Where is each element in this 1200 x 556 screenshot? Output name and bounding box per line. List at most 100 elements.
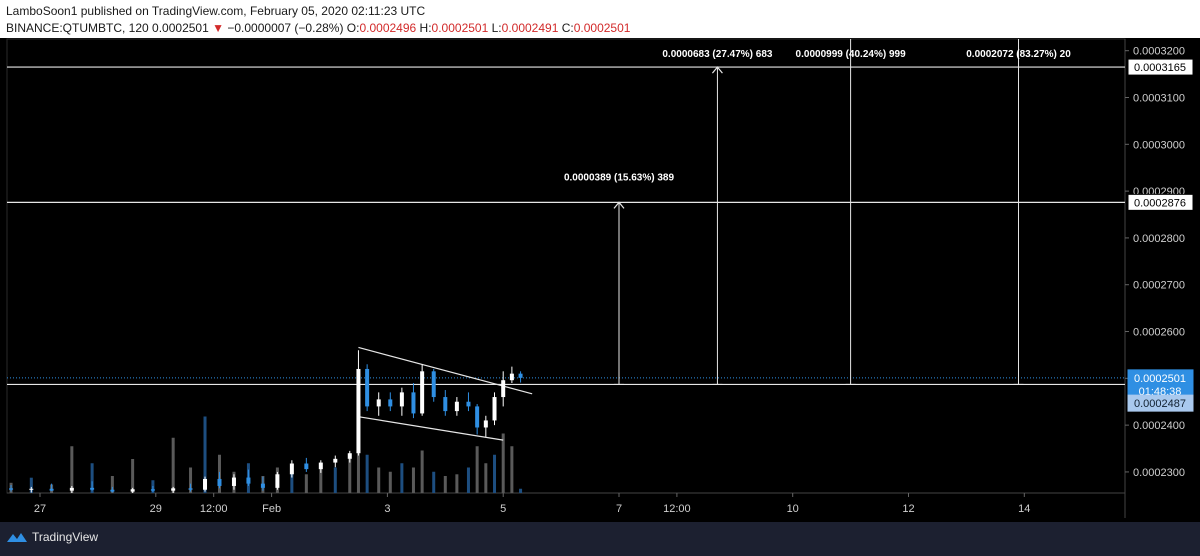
candle-body: [509, 373, 514, 381]
price-tag-label: 0.0003165: [1134, 62, 1186, 74]
volume-bar: [290, 469, 294, 493]
candle-body: [475, 406, 480, 428]
wedge-trendline: [358, 346, 533, 395]
measure-arrowhead: [613, 201, 625, 209]
price-tag-label: 0.0002876: [1134, 197, 1186, 209]
price-axis-label: 0.0002700: [1133, 280, 1185, 292]
candle-body: [231, 477, 236, 486]
candle-body: [518, 373, 523, 378]
volume-bar: [484, 463, 488, 493]
candle-body: [454, 401, 459, 412]
volume-bar: [203, 416, 207, 493]
symbol-line: BINANCE:QTUMBTC, 120 0.0002501 ▼ −0.0000…: [6, 21, 630, 35]
candle-body: [443, 397, 448, 412]
close-label: C:: [561, 21, 574, 35]
tradingview-logo[interactable]: TradingView: [6, 530, 98, 544]
volume-bar: [475, 446, 479, 493]
measure-label: 0.0000999 (40.24%) 999: [796, 49, 907, 60]
volume-bar: [501, 433, 505, 493]
candle-body: [388, 399, 393, 407]
price-axis-label: 0.0003200: [1133, 46, 1185, 58]
volume-bar: [365, 454, 369, 493]
volume-bar: [29, 477, 33, 493]
candle-body: [90, 487, 95, 490]
time-axis-label: 5: [500, 503, 506, 515]
candle-body: [501, 380, 506, 398]
volume-bar: [110, 476, 114, 493]
candle-body: [260, 483, 265, 488]
candle-body: [333, 458, 338, 463]
volume-bar: [90, 463, 94, 493]
candle-body: [376, 399, 381, 407]
price-change: −0.0000007 (−0.28%): [227, 21, 344, 35]
brand-label: TradingView: [32, 530, 99, 544]
candle-body: [420, 371, 425, 414]
price-axis-label: 0.0003100: [1133, 93, 1185, 105]
candle-body: [289, 463, 294, 475]
time-axis-label: 7: [616, 503, 622, 515]
price-tag-box: [1127, 394, 1194, 412]
candle-body: [203, 478, 208, 490]
candle-body: [188, 488, 193, 490]
volume-bar: [171, 437, 175, 493]
candle-body: [356, 368, 361, 454]
candle-body: [411, 392, 416, 414]
low-value: 0.0002491: [501, 21, 559, 35]
symbol-label[interactable]: BINANCE:QTUMBTC, 120: [6, 21, 149, 35]
price-tag-box: [1127, 58, 1194, 76]
time-axis-label: 29: [150, 503, 162, 515]
volume-bar: [420, 450, 424, 493]
high-value: 0.0002501: [431, 21, 489, 35]
price-axis-label: 0.0002400: [1133, 420, 1185, 432]
price-axis-label: 0.0002300: [1133, 467, 1185, 479]
volume-bar: [348, 459, 352, 493]
volume-bar: [356, 425, 360, 493]
open-label: O:: [346, 21, 360, 35]
volume-bar: [432, 471, 436, 493]
candle-body: [246, 477, 251, 484]
candle-body: [347, 453, 352, 459]
volume-bar: [319, 463, 323, 493]
candle-body: [466, 401, 471, 407]
measure-arrowhead: [711, 66, 723, 74]
high-label: H:: [419, 21, 432, 35]
candle-body: [483, 420, 488, 428]
volume-bar: [131, 459, 135, 493]
volume-bar: [510, 446, 514, 493]
plot-frame: [6, 38, 1126, 494]
time-axis-label: 12:00: [200, 503, 228, 515]
candle-body: [399, 392, 404, 407]
volume-bar: [493, 454, 497, 493]
volume-bar: [519, 488, 523, 493]
candle-body: [492, 397, 497, 421]
price-tag-label: 0.0002501: [1134, 373, 1186, 385]
volume-bar: [443, 476, 447, 493]
candle-body: [318, 462, 323, 470]
close-value: 0.0002501: [573, 21, 631, 35]
volume-bar: [377, 467, 381, 493]
time-axis-label: 27: [34, 503, 46, 515]
open-value: 0.0002496: [359, 21, 417, 35]
price-tag-box: [1127, 193, 1194, 211]
candle-body: [49, 488, 54, 491]
down-arrow-icon: ▼: [212, 21, 225, 35]
price-axis-label: 0.0003000: [1133, 139, 1185, 151]
price-axis-label: 0.0002800: [1133, 233, 1185, 245]
volume-bar: [304, 474, 308, 493]
wedge-trendline: [358, 416, 504, 441]
time-axis-label: 12:00: [663, 503, 691, 515]
candle-body: [431, 371, 436, 398]
volume-bar: [455, 474, 459, 493]
volume-bar: [466, 467, 470, 493]
candle-body: [304, 463, 309, 470]
measure-label: 0.0002072 (83.27%) 20: [966, 49, 1071, 60]
volume-bar: [388, 471, 392, 493]
candle-body: [29, 488, 34, 490]
tradingview-icon: [7, 533, 27, 542]
measure-label: 0.0000683 (27.47%) 683: [662, 49, 773, 60]
time-axis-label: Feb: [262, 503, 281, 515]
volume-bar: [411, 467, 415, 493]
candle-body: [217, 478, 222, 486]
candle-body: [110, 489, 115, 492]
